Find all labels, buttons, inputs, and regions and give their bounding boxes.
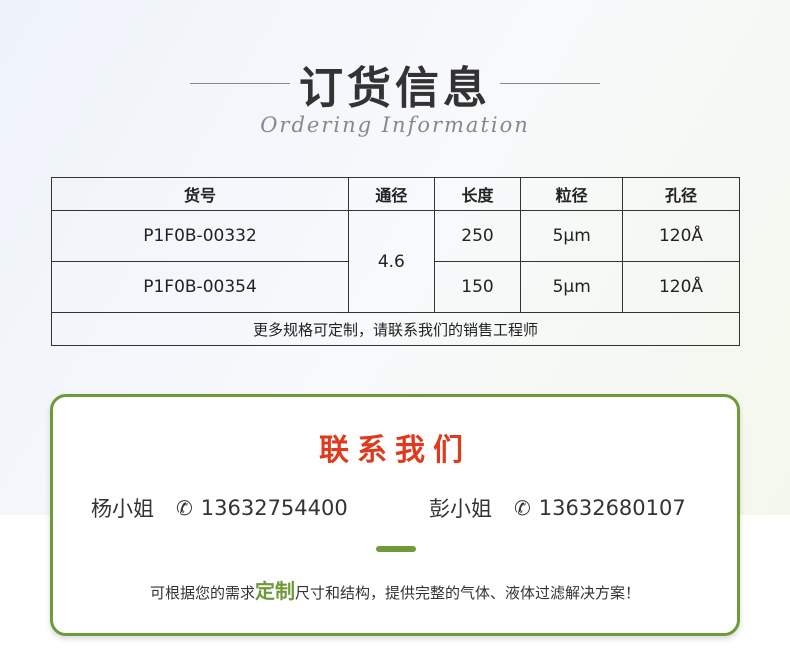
column-header: 长度 bbox=[433, 177, 522, 211]
page-subtitle: Ordering Information bbox=[260, 113, 530, 137]
contact-person: 彭小姐 ✆ 13632680107 bbox=[429, 493, 686, 523]
divider bbox=[190, 83, 290, 84]
page-title: 订货信息 bbox=[299, 63, 491, 114]
ordering-table: 货号 通径 长度 粒径 孔径 P1F0B-00332 4.6 250 5μm 1… bbox=[50, 177, 740, 346]
contact-title: 联系我们 bbox=[319, 433, 471, 468]
accent-bar bbox=[376, 546, 416, 552]
cell-diameter: 4.6 bbox=[348, 210, 435, 313]
cell-part: P1F0B-00354 bbox=[50, 261, 350, 313]
phone-icon: ✆ bbox=[176, 496, 193, 520]
column-header: 粒径 bbox=[520, 177, 623, 211]
note-text: 尺寸和结构，提供完整的气体、液体过滤解决方案！ bbox=[295, 584, 641, 602]
contact-phone[interactable]: 13632680107 bbox=[538, 496, 686, 520]
divider bbox=[500, 83, 600, 84]
cell-particle: 5μm bbox=[520, 210, 623, 262]
contact-card: 联系我们 杨小姐 ✆ 13632754400 彭小姐 ✆ 13632680107… bbox=[50, 394, 740, 636]
phone-icon: ✆ bbox=[514, 496, 531, 520]
column-header: 货号 bbox=[50, 177, 350, 211]
contact-name: 杨小姐 bbox=[91, 497, 154, 521]
column-header: 孔径 bbox=[622, 177, 740, 211]
table-row: P1F0B-00332 4.6 250 5μm 120Å bbox=[50, 210, 740, 313]
table-footer-note: 更多规格可定制，请联系我们的销售工程师 bbox=[51, 312, 740, 346]
note-highlight: 定制 bbox=[255, 579, 295, 603]
contact-person: 杨小姐 ✆ 13632754400 bbox=[91, 493, 348, 523]
contact-phone[interactable]: 13632754400 bbox=[200, 496, 348, 520]
table-row: P1F0B-00354 150 5μm 120Å bbox=[50, 261, 740, 313]
cell-length: 250 bbox=[433, 210, 522, 262]
contact-name: 彭小姐 bbox=[429, 497, 492, 521]
column-header: 通径 bbox=[348, 177, 435, 211]
cell-pore: 120Å bbox=[622, 261, 740, 313]
table-header: 货号 通径 长度 粒径 孔径 bbox=[50, 177, 740, 211]
cell-length: 150 bbox=[433, 261, 522, 313]
note-text: 可根据您的需求 bbox=[149, 584, 255, 602]
cell-part: P1F0B-00332 bbox=[50, 210, 350, 262]
cell-particle: 5μm bbox=[520, 261, 623, 313]
cell-pore: 120Å bbox=[622, 210, 740, 262]
custom-note: 可根据您的需求定制尺寸和结构，提供完整的气体、液体过滤解决方案！ bbox=[53, 575, 737, 604]
